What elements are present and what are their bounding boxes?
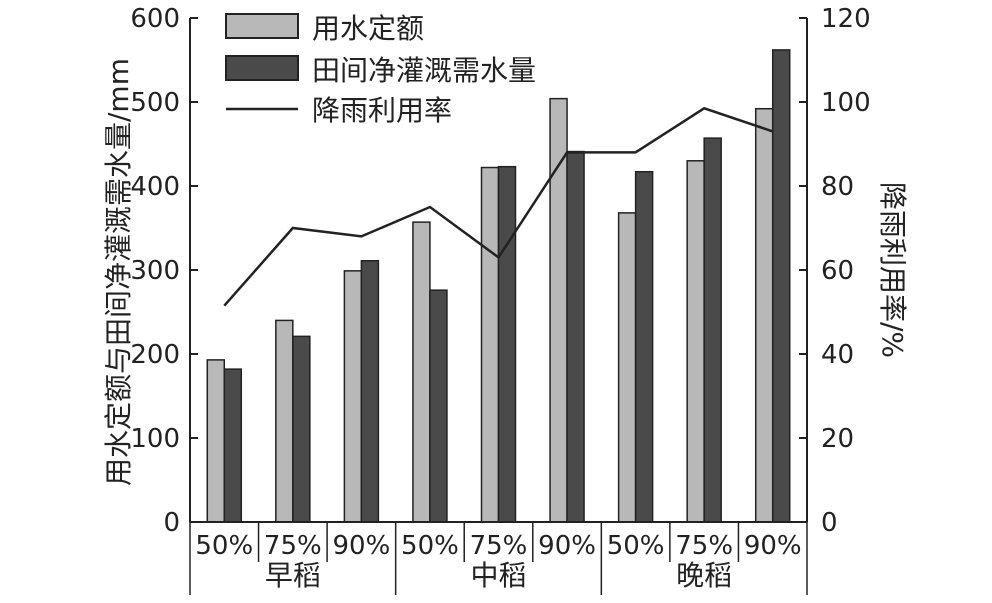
legend-label-rain-utilization: 降雨利用率 xyxy=(312,94,452,127)
bar-quota xyxy=(617,212,637,523)
rain-utilization-line-series xyxy=(223,106,774,307)
left-tick-label: 600 xyxy=(130,4,180,34)
left-tick-label: 500 xyxy=(130,88,180,118)
category-label: 50% xyxy=(195,531,253,561)
bar-quota xyxy=(343,270,363,523)
bars xyxy=(206,49,791,523)
left-axis: 0 100 200 300 400 500 600 xyxy=(130,4,198,538)
bar-quota xyxy=(412,221,431,523)
bar-net-irrigation xyxy=(771,49,791,523)
category-label: 90% xyxy=(332,531,390,561)
left-tick-label: 400 xyxy=(130,172,180,202)
right-axis: 0 20 40 60 80 100 120 xyxy=(799,4,871,538)
right-tick-label: 80 xyxy=(821,172,854,202)
right-tick-label: 20 xyxy=(821,424,854,454)
category-label: 50% xyxy=(607,531,665,561)
right-tick-label: 120 xyxy=(821,4,871,34)
right-tick-label: 0 xyxy=(821,508,838,538)
bar-net-irrigation xyxy=(703,137,722,523)
left-axis-title: 用水定额与田间净灌溉需水量/mm xyxy=(102,58,135,486)
legend-label-net-irrigation: 田间净灌溉需水量 xyxy=(312,54,536,87)
left-tick-label: 200 xyxy=(130,340,180,370)
category-label: 90% xyxy=(538,531,596,561)
bar-net-irrigation xyxy=(497,165,517,523)
right-tick-label: 40 xyxy=(821,340,854,370)
category-label: 75% xyxy=(675,531,733,561)
bar-net-irrigation xyxy=(634,170,654,523)
legend-label-quota: 用水定额 xyxy=(312,12,424,45)
bar-quota xyxy=(686,160,705,523)
right-tick-label: 60 xyxy=(821,256,854,286)
legend-swatch-net-irrigation xyxy=(225,55,299,81)
bar-quota xyxy=(549,97,568,523)
left-tick-label: 100 xyxy=(130,424,180,454)
bar-net-irrigation xyxy=(223,368,243,523)
category-label: 90% xyxy=(744,531,802,561)
bar-net-irrigation xyxy=(429,289,448,523)
bar-quota xyxy=(275,319,294,523)
bar-quota xyxy=(480,166,500,523)
group-label: 中稻 xyxy=(470,559,526,592)
left-tick-label: 300 xyxy=(130,256,180,286)
bar-net-irrigation xyxy=(292,335,311,523)
group-label: 晚稻 xyxy=(676,559,732,592)
group-label: 早稻 xyxy=(265,559,321,592)
right-axis-title: 降雨利用率/% xyxy=(876,182,909,358)
x-axis: 50% 75% 90% 50% 75% 90% 50% 75% 90% 早稻 中稻 晚稻 xyxy=(189,521,808,595)
left-tick-label: 0 xyxy=(163,508,180,538)
legend: 用水定额 田间净灌溉需水量 降雨利用率 xyxy=(225,12,536,127)
rain-utilization-line xyxy=(223,106,774,307)
right-tick-label: 100 xyxy=(821,88,871,118)
bar-quota xyxy=(206,359,226,523)
category-label: 50% xyxy=(401,531,459,561)
legend-swatch-quota xyxy=(225,13,299,39)
bar-net-irrigation xyxy=(566,150,585,523)
category-label: 75% xyxy=(470,531,528,561)
bar-quota xyxy=(754,107,774,523)
bar-net-irrigation xyxy=(360,260,380,523)
category-label: 75% xyxy=(264,531,322,561)
